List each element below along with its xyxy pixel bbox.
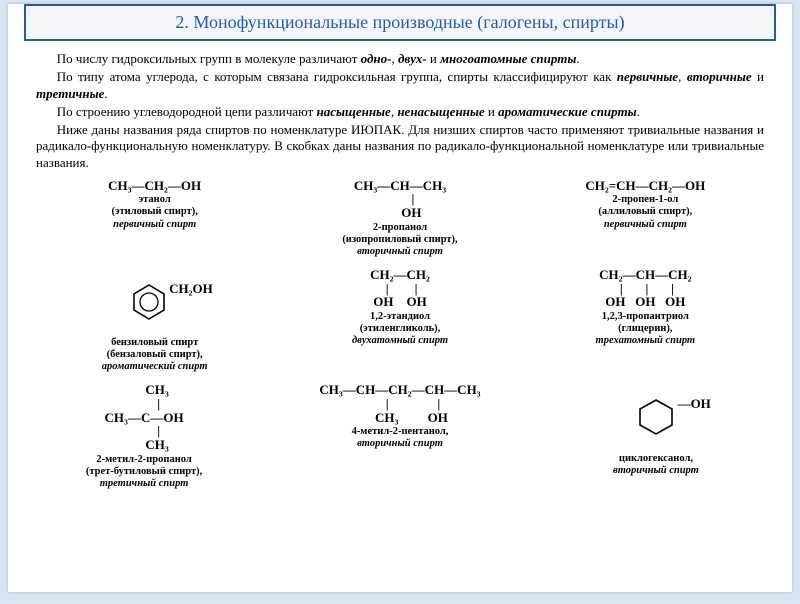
compound-altname: (изопропиловый спирт), [342,234,457,245]
structure-row-1: CH₃—CH₂—OH этанол (этиловый спирт), перв… [32,179,768,258]
tertbutanol-formula: CH₃ | CH₃—C—OH | CH₃ [38,383,250,451]
term: первичные [617,69,678,84]
methylpentanol-caption: 4-метил-2-пентанол, вторичный спирт [262,426,538,450]
text: и [485,104,498,119]
benzyl-caption: бензиловый спирт (бензаловый спирт), аро… [38,337,271,373]
compound-name: 1,2-этандиол [370,311,430,322]
term: вторичные [687,69,752,84]
isopropanol-cell: CH₃—CH—CH₃ | OH 2-пропанол (изопропиловы… [277,179,522,258]
allyl-formula: CH₂=CH—CH₂—OH [529,179,762,193]
ethanol-caption: этанол (этиловый спирт), первичный спирт [38,194,271,230]
tertbutanol-caption: 2-метил-2-пропанол (трет-бутиловый спирт… [38,454,250,490]
tertbutanol-cell: CH₃ | CH₃—C—OH | CH₃ 2-метил-2-пропанол … [32,383,256,489]
cyclohexanol-caption: циклогексанол, вторичный спирт [550,453,762,477]
text: . [104,86,107,101]
paragraph-4: Ниже даны названия ряда спиртов по номен… [36,122,764,171]
compound-class: первичный спирт [113,219,196,230]
benzene-ring-icon [129,282,169,322]
f-line: OH OH [373,294,426,309]
compound-name: 2-пропен-1-ол [612,194,678,205]
compound-class: первичный спирт [604,219,687,230]
f-line: OH OH OH [605,294,685,309]
text: . [637,104,640,119]
compound-altname: (глицерин), [618,323,672,334]
methylpentanol-cell: CH₃—CH—CH₂—CH—CH₃ | | CH₃ OH 4-метил-2-п… [256,383,544,489]
compound-class: третичный спирт [100,478,189,489]
paragraph-2: По типу атома углерода, с которым связан… [36,69,764,102]
side-group: CH₂OH [169,281,213,296]
cyclohexane-ring-icon [634,397,678,437]
compound-class: двухатомный спирт [352,335,448,346]
compound-class: трехатомный спирт [596,335,696,346]
term: многоатомные спирты [440,51,576,66]
compound-name: 2-пропанол [373,222,427,233]
structures-grid: CH₃—CH₂—OH этанол (этиловый спирт), перв… [8,173,792,490]
text: и [752,69,764,84]
compound-class: вторичный спирт [357,246,443,257]
text: По типу атома углерода, с которым связан… [57,69,617,84]
allyl-cell: CH₂=CH—CH₂—OH 2-пропен-1-ол (аллиловый с… [523,179,768,258]
compound-name: бензиловый спирт [111,337,198,348]
f-line: CH₃ [119,437,168,452]
ethanediol-caption: 1,2-этандиол (этиленгликоль), двухатомны… [283,311,516,347]
term: двух- [398,51,427,66]
page: 2. Монофункциональные производные (галог… [8,4,792,592]
glycerol-caption: 1,2,3-пропантриол (глицерин), трехатомны… [529,311,762,347]
section-title: 2. Монофункциональные производные (галог… [24,4,776,41]
term: насыщенные [317,104,391,119]
compound-altname: (этиленгликоль), [360,323,441,334]
compound-class: вторичный спирт [357,438,443,449]
compound-altname: (аллиловый спирт), [598,206,692,217]
text: По числу гидроксильных групп в молекуле … [57,51,361,66]
compound-altname: (этиловый спирт), [111,206,197,217]
isopropanol-caption: 2-пропанол (изопропиловый спирт), вторич… [283,222,516,258]
ethanediol-cell: CH₂—CH₂ | | OH OH 1,2-этандиол (этиленгл… [277,268,522,373]
term: ненасыщенные [397,104,484,119]
term: ароматические спирты [498,104,636,119]
structure-row-3: CH₃ | CH₃—C—OH | CH₃ 2-метил-2-пропанол … [32,383,768,489]
text: . [576,51,579,66]
glycerol-cell: CH₂—CH—CH₂ | | | OH OH OH 1,2,3-пропантр… [523,268,768,373]
ethanol-cell: CH₃—CH₂—OH этанол (этиловый спирт), перв… [32,179,277,258]
compound-name: 1,2,3-пропантриол [602,311,689,322]
compound-name: этанол [139,194,171,205]
compound-name: 2-метил-2-пропанол [96,454,191,465]
paragraph-3: По строению углеводородной цепи различаю… [36,104,764,120]
f-line: OH [379,205,422,220]
compound-name: циклогексанол, [619,453,693,464]
compound-altname: (бензаловый спирт), [107,349,203,360]
compound-class: вторичный спирт [613,465,699,476]
side-group: —OH [678,396,711,411]
term: одно- [361,51,392,66]
benzyl-cell: CH₂OH бензиловый спирт (бензаловый спирт… [32,268,277,373]
text: По строению углеводородной цепи различаю… [57,104,317,119]
compound-name: 4-метил-2-пентанол, [352,426,449,437]
cyclohexanol-cell: —OH циклогексанол, вторичный спирт [544,383,768,489]
f-line: CH₃ OH [352,410,448,425]
ethanol-formula: CH₃—CH₂—OH [38,179,271,193]
compound-altname: (трет-бутиловый спирт), [86,466,202,477]
cyclohexanol-formula: —OH [550,383,762,450]
allyl-caption: 2-пропен-1-ол (аллиловый спирт), первичн… [529,194,762,230]
text: , [678,69,687,84]
methylpentanol-formula: CH₃—CH—CH₂—CH—CH₃ | | CH₃ OH [262,383,538,424]
text: и [427,51,440,66]
ethanediol-formula: CH₂—CH₂ | | OH OH [283,268,516,309]
benzyl-formula: CH₂OH [38,268,271,335]
paragraph-1: По числу гидроксильных групп в молекуле … [36,51,764,67]
term: третичные [36,86,104,101]
structure-row-2: CH₂OH бензиловый спирт (бензаловый спирт… [32,268,768,373]
glycerol-formula: CH₂—CH—CH₂ | | | OH OH OH [529,268,762,309]
compound-class: ароматический спирт [102,361,208,372]
isopropanol-formula: CH₃—CH—CH₃ | OH [283,179,516,220]
intro-text: По числу гидроксильных групп в молекуле … [8,51,792,171]
